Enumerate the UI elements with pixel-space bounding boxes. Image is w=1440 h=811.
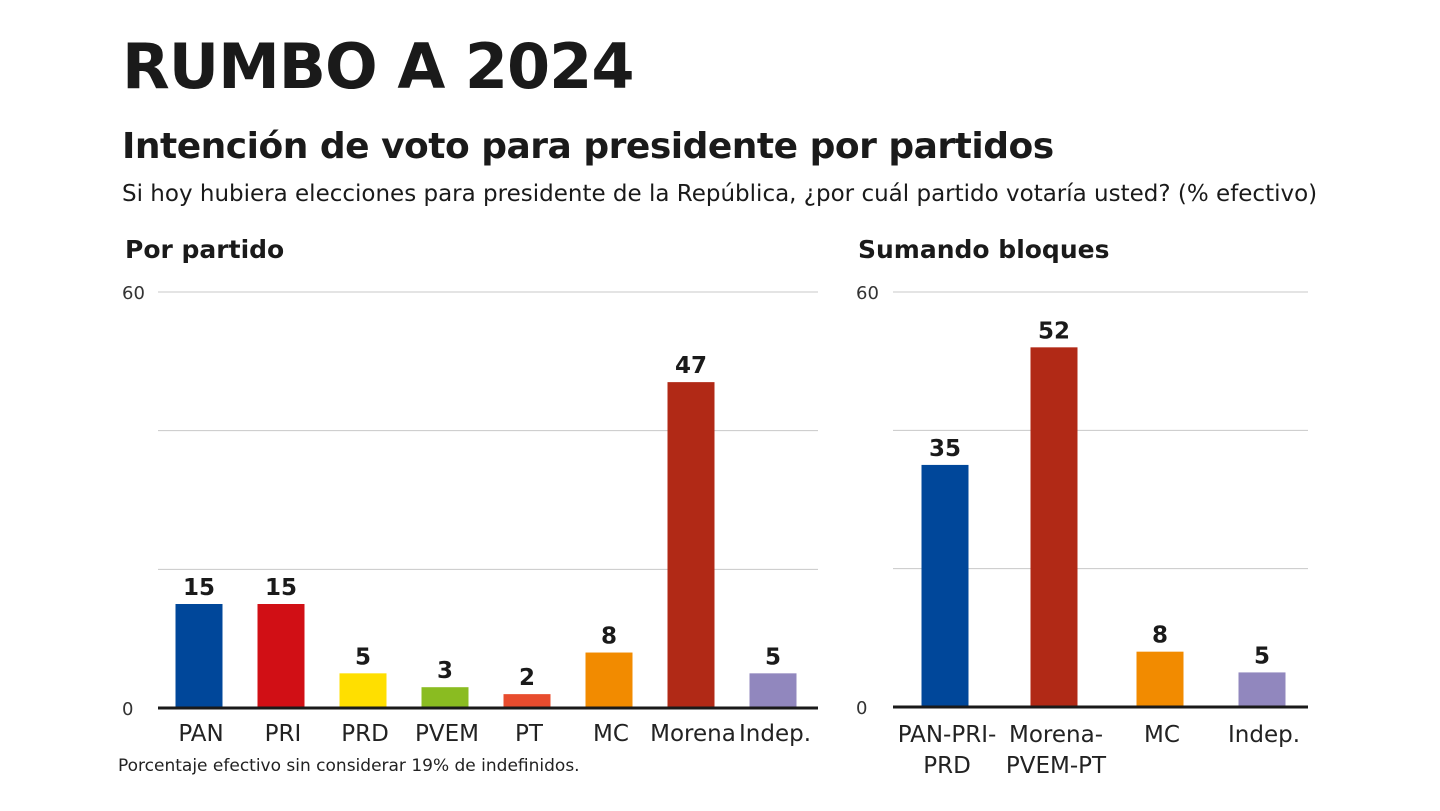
data-label: 8 bbox=[1152, 623, 1168, 649]
bar bbox=[421, 687, 469, 708]
data-label: 5 bbox=[355, 644, 371, 670]
bar bbox=[667, 382, 715, 708]
bar bbox=[257, 604, 305, 708]
footnote: Porcentaje efectivo sin considerar 19% d… bbox=[118, 756, 580, 776]
data-label: 15 bbox=[265, 575, 297, 601]
x-tick-label: PVEM bbox=[415, 721, 479, 747]
x-tick-label: MC bbox=[593, 721, 629, 747]
chart-title: RUMBO A 2024 bbox=[122, 30, 634, 103]
chart-subtitle: Intención de voto para presidente por pa… bbox=[122, 126, 1054, 167]
panel-title: Sumando bloques bbox=[858, 235, 1109, 264]
bar bbox=[339, 673, 387, 708]
bar bbox=[1030, 347, 1078, 707]
bar bbox=[1238, 672, 1286, 707]
data-label: 5 bbox=[765, 644, 781, 670]
x-tick-label: PRD bbox=[923, 753, 971, 779]
x-tick-label: PAN-PRI- bbox=[898, 722, 997, 748]
bar bbox=[585, 652, 633, 708]
y-tick-label: 60 bbox=[122, 283, 145, 304]
bar bbox=[921, 464, 969, 707]
bar bbox=[749, 673, 797, 708]
data-label: 52 bbox=[1038, 318, 1070, 344]
x-tick-label: Indep. bbox=[1228, 722, 1300, 748]
x-tick-label: Indep. bbox=[739, 721, 811, 747]
data-label: 5 bbox=[1254, 643, 1270, 669]
data-label: 35 bbox=[929, 436, 961, 462]
x-tick-label: PT bbox=[515, 721, 544, 747]
x-tick-label: PAN bbox=[178, 721, 223, 747]
data-label: 2 bbox=[519, 665, 535, 691]
data-label: 15 bbox=[183, 575, 215, 601]
survey-question: Si hoy hubiera elecciones para president… bbox=[122, 181, 1318, 207]
x-tick-label: MC bbox=[1144, 722, 1180, 748]
x-tick-label: Morena- bbox=[1009, 722, 1103, 748]
x-tick-label: PRI bbox=[265, 721, 302, 747]
data-label: 8 bbox=[601, 624, 617, 650]
bar bbox=[503, 694, 551, 708]
bar bbox=[175, 604, 223, 708]
y-tick-label: 0 bbox=[122, 699, 133, 720]
bar bbox=[1136, 651, 1184, 707]
x-tick-label: PRD bbox=[341, 721, 389, 747]
x-tick-label: Morena bbox=[650, 721, 736, 747]
y-tick-label: 0 bbox=[856, 698, 867, 719]
x-tick-label: PVEM-PT bbox=[1006, 753, 1107, 779]
y-tick-label: 60 bbox=[856, 283, 879, 304]
panel-title: Por partido bbox=[125, 235, 284, 264]
data-label: 47 bbox=[675, 353, 707, 379]
data-label: 3 bbox=[437, 658, 453, 684]
